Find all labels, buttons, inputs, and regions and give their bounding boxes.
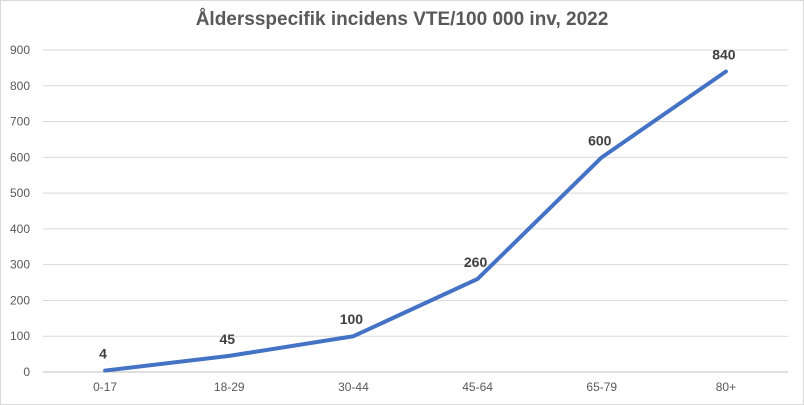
y-tick-label: 100 <box>10 329 30 343</box>
series-layer <box>103 69 728 373</box>
y-axis-ticks: 0 100 200 300 400 500 600 700 800 900 <box>10 43 30 379</box>
x-tick-label: 30-44 <box>338 380 369 394</box>
y-tick-label: 200 <box>10 293 30 307</box>
y-tick-label: 900 <box>10 43 30 57</box>
x-tick-label: 0-17 <box>93 380 117 394</box>
x-tick-label: 45-64 <box>462 380 493 394</box>
y-tick-label: 800 <box>10 79 30 93</box>
data-label: 4 <box>99 346 107 362</box>
x-axis-ticks: 0-17 18-29 30-44 45-64 65-79 80+ <box>93 380 736 394</box>
data-label: 600 <box>588 132 612 148</box>
data-label: 100 <box>340 311 364 327</box>
gridlines <box>43 49 788 373</box>
x-tick-label: 18-29 <box>214 380 245 394</box>
chart-title: Åldersspecifik incidens VTE/100 000 inv,… <box>195 9 609 30</box>
x-tick-label: 80+ <box>716 380 736 394</box>
data-labels: 4 45 100 260 600 840 <box>99 46 736 361</box>
data-label: 260 <box>464 254 488 270</box>
y-tick-label: 300 <box>10 258 30 272</box>
series-line <box>103 69 728 373</box>
y-tick-label: 700 <box>10 115 30 129</box>
y-tick-label: 500 <box>10 186 30 200</box>
y-tick-label: 600 <box>10 150 30 164</box>
y-tick-label: 0 <box>23 365 30 379</box>
data-label: 45 <box>219 331 235 347</box>
y-tick-label: 400 <box>10 222 30 236</box>
x-tick-label: 65-79 <box>586 380 617 394</box>
data-label: 840 <box>712 46 736 62</box>
